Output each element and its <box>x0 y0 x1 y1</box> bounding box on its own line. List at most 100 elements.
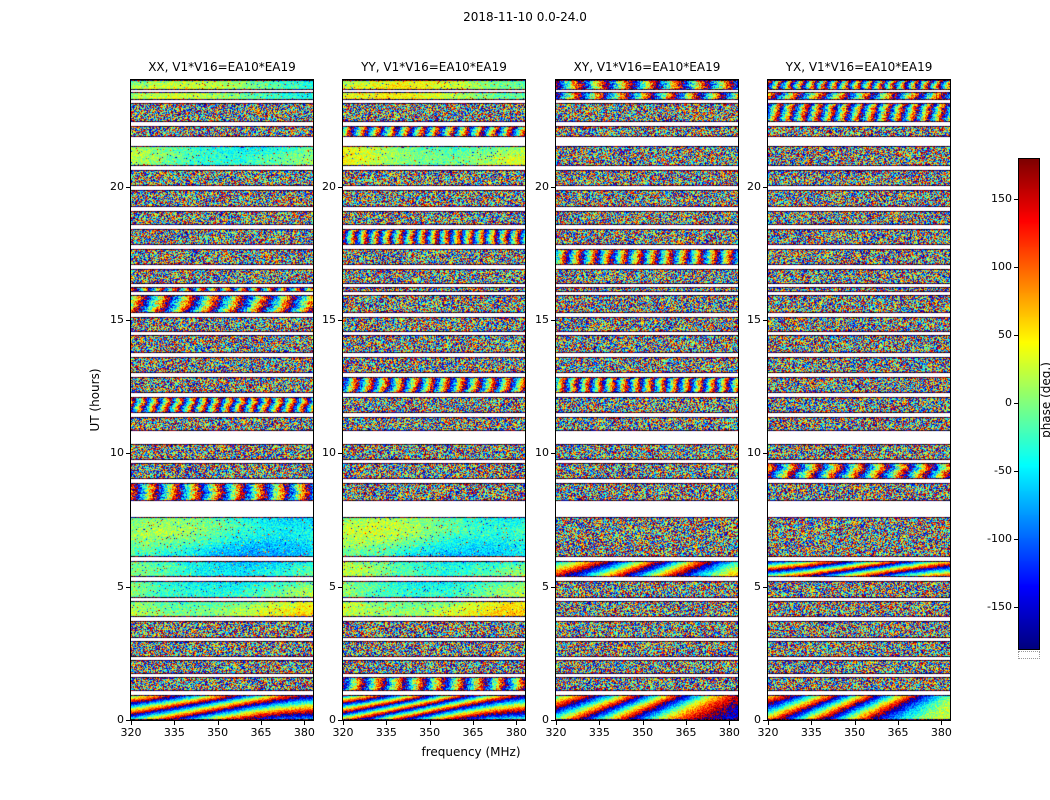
x-tick-label: 335 <box>163 726 185 739</box>
y-tick-label: 10 <box>535 446 549 460</box>
y-tick-label: 20 <box>535 179 549 193</box>
y-tick-label: 5 <box>754 579 761 593</box>
colorbar-tick-label: -100 <box>987 532 1012 546</box>
y-tick-mark <box>763 453 767 454</box>
colorbar-tick-label: 100 <box>991 259 1012 273</box>
x-tick-mark <box>473 721 474 725</box>
x-tick-label: 350 <box>419 726 441 739</box>
x-tick-label: 365 <box>250 726 272 739</box>
colorbar <box>1018 158 1040 650</box>
y-tick-mark <box>551 720 555 721</box>
x-tick-label: 320 <box>545 726 567 739</box>
y-tick-mark <box>763 720 767 721</box>
x-tick-label: 350 <box>844 726 866 739</box>
y-tick-mark <box>338 720 342 721</box>
x-tick-label: 320 <box>757 726 779 739</box>
y-tick-mark <box>338 320 342 321</box>
y-tick-mark <box>551 187 555 188</box>
x-tick-mark <box>768 721 769 725</box>
x-tick-label: 365 <box>462 726 484 739</box>
y-tick-mark <box>338 587 342 588</box>
y-tick-mark <box>763 587 767 588</box>
colorbar-tick-label: 50 <box>998 327 1012 341</box>
x-tick-mark <box>898 721 899 725</box>
x-tick-label: 380 <box>718 726 740 739</box>
y-tick-mark <box>763 187 767 188</box>
x-tick-mark <box>430 721 431 725</box>
phase-heatmap-canvas-xy <box>556 80 738 720</box>
y-tick-label: 0 <box>754 713 761 726</box>
colorbar-label: phase (deg.) <box>1039 362 1050 438</box>
y-tick-label: 10 <box>747 446 761 460</box>
x-tick-mark <box>131 721 132 725</box>
y-tick-mark <box>126 320 130 321</box>
x-tick-label: 335 <box>375 726 397 739</box>
colorbar-tick-mark <box>1014 471 1018 472</box>
colorbar-tick-mark <box>1014 539 1018 540</box>
panel-title-xy: XY, V1*V16=EA10*EA19 <box>573 60 721 74</box>
x-tick-label: 380 <box>505 726 527 739</box>
x-tick-mark <box>855 721 856 725</box>
x-tick-mark <box>599 721 600 725</box>
x-tick-mark <box>516 721 517 725</box>
y-tick-label: 15 <box>747 313 761 326</box>
x-tick-mark <box>218 721 219 725</box>
y-tick-label: 15 <box>322 313 336 326</box>
y-tick-mark <box>126 720 130 721</box>
colorbar-tick-mark <box>1014 403 1018 404</box>
y-tick-label: 15 <box>535 313 549 326</box>
x-tick-label: 335 <box>588 726 610 739</box>
y-tick-label: 10 <box>322 446 336 460</box>
x-tick-label: 320 <box>332 726 354 739</box>
colorbar-tick-label: 0 <box>1005 396 1012 409</box>
x-tick-mark <box>386 721 387 725</box>
y-tick-label: 15 <box>110 313 124 326</box>
y-tick-mark <box>126 587 130 588</box>
colorbar-gradient-canvas <box>1019 159 1039 649</box>
colorbar-tick-label: -50 <box>994 464 1012 478</box>
y-tick-label: 0 <box>329 713 336 726</box>
colorbar-extension <box>1018 651 1040 659</box>
x-axis-label: frequency (MHz) <box>421 745 521 759</box>
x-tick-label: 350 <box>632 726 654 739</box>
colorbar-tick-mark <box>1014 199 1018 200</box>
x-tick-label: 320 <box>120 726 142 739</box>
y-tick-mark <box>126 453 130 454</box>
y-tick-label: 20 <box>110 179 124 193</box>
x-tick-label: 380 <box>293 726 315 739</box>
x-tick-mark <box>941 721 942 725</box>
y-tick-label: 5 <box>329 579 336 593</box>
y-tick-label: 20 <box>322 179 336 193</box>
y-tick-mark <box>338 453 342 454</box>
y-axis-label: UT (hours) <box>88 368 102 432</box>
colorbar-tick-label: -150 <box>987 600 1012 614</box>
y-tick-label: 0 <box>117 713 124 726</box>
x-tick-mark <box>304 721 305 725</box>
y-tick-label: 10 <box>110 446 124 460</box>
x-tick-label: 380 <box>930 726 952 739</box>
x-tick-mark <box>174 721 175 725</box>
x-tick-mark <box>261 721 262 725</box>
colorbar-tick-mark <box>1014 607 1018 608</box>
y-tick-label: 5 <box>117 579 124 593</box>
colorbar-tick-label: 150 <box>991 191 1012 205</box>
panel-yx <box>767 79 951 721</box>
x-tick-mark <box>556 721 557 725</box>
x-tick-label: 335 <box>800 726 822 739</box>
y-tick-label: 5 <box>542 579 549 593</box>
phase-heatmap-canvas-xx <box>131 80 313 720</box>
panel-yy <box>342 79 526 721</box>
x-tick-mark <box>343 721 344 725</box>
y-tick-mark <box>551 453 555 454</box>
y-tick-mark <box>551 587 555 588</box>
y-tick-mark <box>763 320 767 321</box>
panel-title-xx: XX, V1*V16=EA10*EA19 <box>148 60 296 74</box>
y-tick-mark <box>338 187 342 188</box>
figure-title: 2018-11-10 0.0-24.0 <box>463 10 587 24</box>
y-tick-label: 20 <box>747 179 761 193</box>
panel-title-yy: YY, V1*V16=EA10*EA19 <box>361 60 507 74</box>
panel-title-yx: YX, V1*V16=EA10*EA19 <box>785 60 933 74</box>
panel-xx <box>130 79 314 721</box>
panel-xy <box>555 79 739 721</box>
